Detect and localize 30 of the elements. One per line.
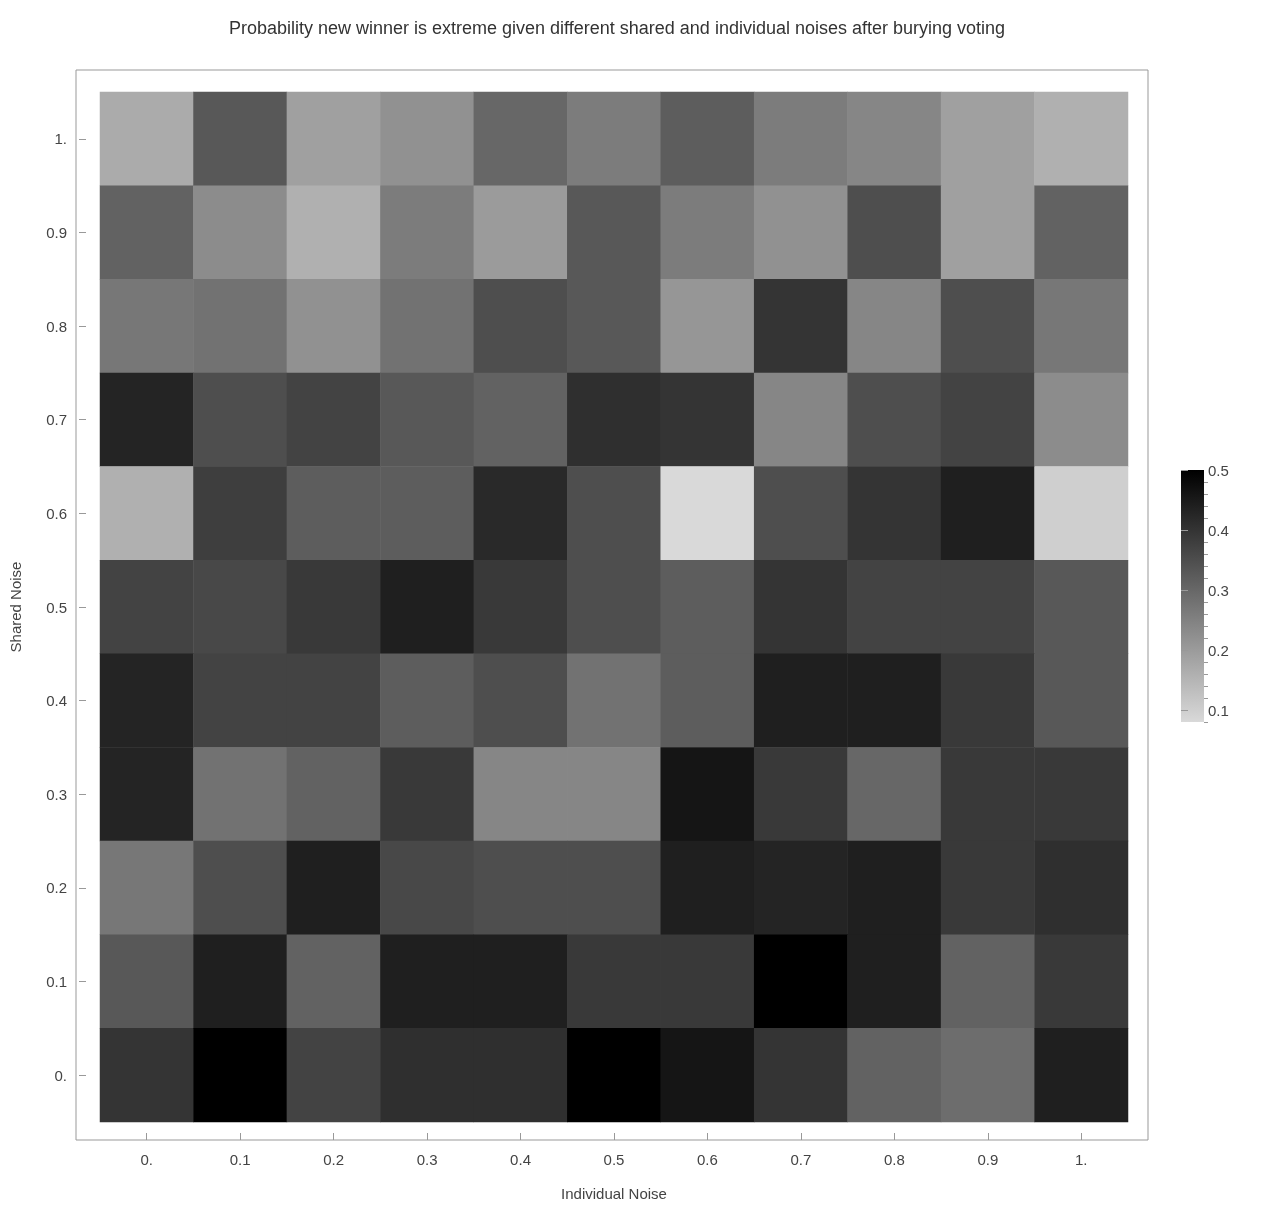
x-tick-label: 0. [140,1151,153,1168]
x-tick-label: 0.9 [977,1151,999,1168]
y-axis-title: Shared Noise [7,561,24,653]
x-tick-label: 0.1 [229,1151,251,1168]
chart-title: Probability new winner is extreme given different shared and individual noises after burying voting [228,18,1006,38]
x-tick-label: 0.6 [697,1151,718,1168]
x-tick-label: 0.2 [323,1151,345,1168]
x-tick-label: 0.7 [790,1151,812,1168]
y-tick-label: 1. [54,130,67,148]
y-tick-label: 0.1 [46,973,67,991]
x-tick-label: 1. [1075,1151,1088,1168]
y-tick-label: 0.8 [46,317,67,335]
y-tick-label: 0.2 [46,879,67,897]
y-tick-label: 0.9 [46,223,67,241]
y-tick-label: 0.6 [46,504,67,522]
color-bar-label: 0.1 [1208,701,1229,719]
y-tick-label: 0.7 [46,411,67,429]
y-tick-label: 0. [54,1066,67,1084]
color-bar-label: 0.5 [1208,461,1229,479]
color-bar-label: 0.4 [1208,521,1229,539]
y-tick-label: 0.4 [46,692,67,710]
x-tick-label: 0.4 [510,1151,531,1168]
x-tick-label: 0.5 [603,1151,625,1168]
y-tick-label: 0.5 [46,598,67,616]
color-bar-label: 0.2 [1208,641,1229,659]
x-tick-label: 0.8 [883,1151,905,1168]
x-tick-label: 0.3 [416,1151,438,1168]
color-bar-label: 0.3 [1208,581,1229,599]
y-tick-label: 0.3 [46,785,67,803]
x-axis-title: Individual Noise [561,1185,667,1202]
